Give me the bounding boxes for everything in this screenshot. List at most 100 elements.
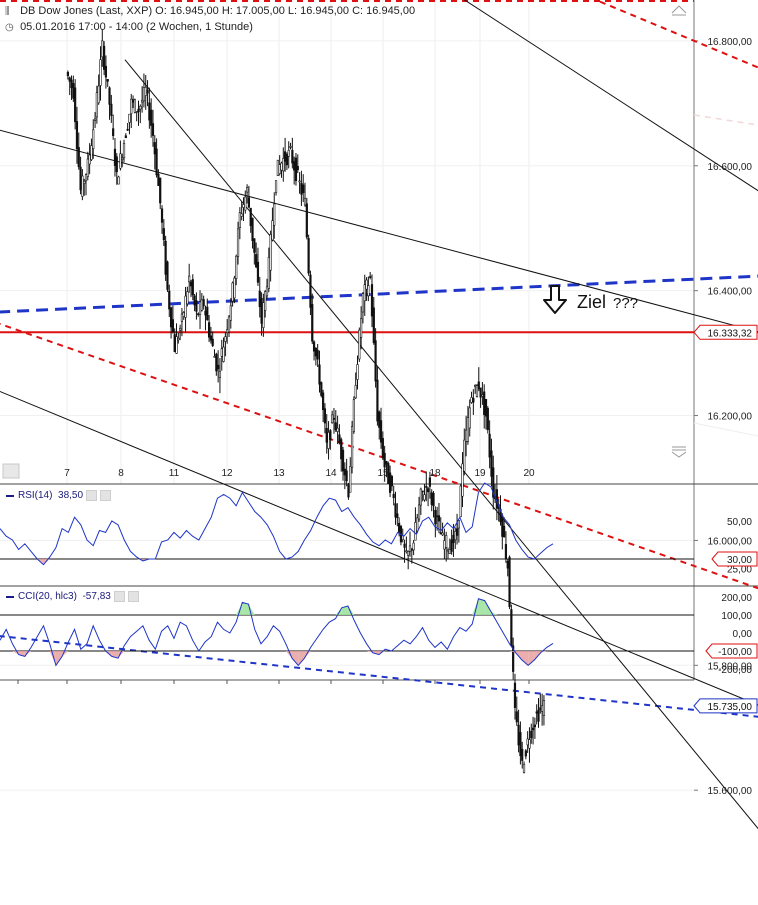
candle-body (215, 353, 218, 372)
candle-body (83, 180, 86, 184)
candle-body (93, 118, 97, 121)
candle-body (191, 279, 194, 296)
candle-body (75, 121, 79, 149)
trendline (0, 390, 758, 706)
candle-body (454, 530, 457, 541)
rsi-legend-swatch (6, 494, 14, 497)
candle-body (262, 302, 265, 328)
candle-body (349, 466, 352, 493)
cci-fill-low (521, 651, 529, 666)
candle-body (430, 492, 433, 505)
candle-body (106, 79, 109, 82)
candle-body (347, 484, 350, 498)
candle-body (446, 549, 450, 552)
price-tag-label: 16.333,32 (708, 328, 753, 339)
candle-body (81, 175, 84, 197)
time-tick-label: 20 (523, 468, 535, 479)
candle-body (273, 203, 276, 226)
cci-fill-high (236, 602, 243, 615)
candle-body (242, 204, 245, 208)
candle-body (186, 291, 189, 305)
candle-body (472, 397, 475, 403)
cci-label[interactable]: CCI(20, hlc3) -57,83 (6, 591, 139, 602)
candle-body (376, 379, 379, 422)
candle-body (245, 187, 249, 193)
candle-body (128, 113, 131, 123)
candle-body (113, 148, 117, 166)
candle-body (119, 153, 122, 169)
candle-body (282, 158, 285, 172)
candle-body (244, 196, 247, 211)
candle-body (291, 149, 294, 164)
candle-body (341, 449, 345, 472)
candle-body (251, 217, 254, 242)
candle-body (390, 476, 393, 487)
candle-body (159, 177, 162, 204)
candle-body (74, 87, 77, 123)
candle-body (160, 208, 164, 223)
candle-body (434, 509, 437, 525)
candle-body (340, 439, 343, 460)
cci-legend-swatch (6, 595, 14, 598)
cci-tick-label: 100,00 (721, 611, 752, 622)
close-icon[interactable] (100, 490, 112, 501)
scroll-down-icon[interactable] (671, 446, 687, 458)
candle-body (104, 65, 108, 78)
candle-body (305, 203, 308, 238)
candle-body (378, 411, 381, 428)
candle-body (481, 394, 484, 397)
candle-body (412, 542, 415, 551)
candle-body (336, 427, 339, 432)
candle-body (405, 550, 408, 553)
candle-body (126, 128, 129, 131)
panel-resize-icon[interactable] (2, 463, 20, 479)
candle-body (441, 532, 444, 536)
price-tag (693, 324, 758, 340)
trendline (0, 129, 758, 333)
candle-body (70, 79, 73, 89)
cci-tick-label: 0,00 (733, 629, 753, 640)
candle-body (264, 291, 267, 311)
candle-body (490, 450, 493, 477)
candle-body (325, 427, 328, 443)
trendline (463, 0, 758, 192)
candle-body (303, 197, 307, 206)
cci-level-tag (705, 643, 758, 659)
cci-line (0, 598, 554, 667)
rsi-label[interactable]: RSI(14) 38,50 (6, 490, 112, 501)
candle-body (414, 522, 417, 541)
candle-body (541, 705, 544, 712)
candle-body (443, 540, 446, 550)
candle-body (253, 238, 256, 253)
candle-body (298, 180, 301, 183)
candle-body (475, 385, 479, 397)
time-axis: 7 8 11 12 13 14 15 18 19 20 (17, 468, 535, 684)
down-arrow-icon (543, 285, 567, 314)
candle-body (459, 485, 462, 518)
close-icon[interactable] (127, 591, 139, 602)
candle-body (528, 739, 531, 749)
candle-body (432, 492, 435, 507)
candle-body (95, 92, 98, 118)
candle-body (276, 159, 279, 176)
annotation-text: Ziel (577, 292, 606, 312)
candle-body (146, 89, 149, 94)
candle-body (226, 329, 229, 333)
candle-body (437, 515, 441, 522)
cci-fill-low (118, 651, 125, 659)
price-tick-label: 15.800,00 (708, 661, 753, 672)
candle-body (141, 99, 144, 103)
candle-body (379, 420, 383, 443)
cci-fill-low (24, 651, 32, 657)
candle-body (269, 234, 272, 271)
settings-icon[interactable] (86, 490, 98, 501)
cci-fill-low (528, 651, 535, 666)
candle-body (135, 111, 138, 113)
candle-body (360, 318, 363, 338)
candle-body (213, 356, 216, 358)
time-tick-label: 12 (221, 468, 233, 479)
candle-body (122, 143, 126, 159)
scroll-up-icon[interactable] (671, 5, 687, 16)
candle-body (72, 83, 75, 99)
settings-icon[interactable] (113, 591, 125, 602)
